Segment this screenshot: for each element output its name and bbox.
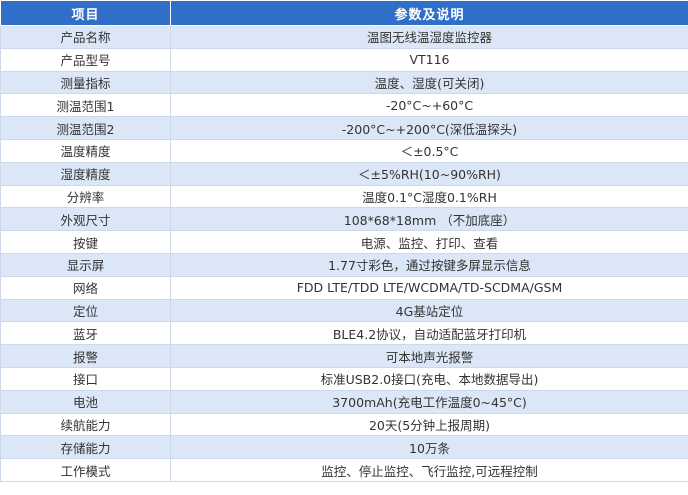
row-value: ＜±0.5°C <box>170 138 688 163</box>
row-value: ＜±5%RH(10~90%RH) <box>170 161 688 186</box>
table-row: 网络 FDD LTE/TDD LTE/WCDMA/TD-SCDMA/GSM <box>0 275 688 300</box>
row-label: 分辨率 <box>0 184 171 209</box>
table-row: 分辨率 温度0.1°C湿度0.1%RH <box>0 184 688 209</box>
table-row: 按键 电源、监控、打印、查看 <box>0 230 688 254</box>
row-label: 存储能力 <box>0 435 171 460</box>
row-value: 3700mAh(充电工作温度0~45°C) <box>170 389 688 414</box>
row-value: 可本地声光报警 <box>170 344 688 368</box>
row-value: 108*68*18mm （不加底座） <box>170 207 688 232</box>
row-label: 定位 <box>0 298 171 323</box>
row-value: 20天(5分钟上报周期) <box>170 412 688 437</box>
row-label: 显示屏 <box>0 252 171 277</box>
table-row: 接口 标准USB2.0接口(充电、本地数据导出) <box>0 366 688 391</box>
table-row: 温度精度 ＜±0.5°C <box>0 138 688 163</box>
row-value: 标准USB2.0接口(充电、本地数据导出) <box>170 366 688 391</box>
row-value: 4G基站定位 <box>170 298 688 323</box>
row-value: -20°C~+60°C <box>170 93 688 118</box>
row-label: 工作模式 <box>0 458 171 482</box>
table-header-row: 项目 参数及说明 <box>0 0 688 26</box>
row-value: 电源、监控、打印、查看 <box>170 230 688 254</box>
row-value: 温度0.1°C湿度0.1%RH <box>170 184 688 209</box>
row-value: -200°C~+200°C(深低温探头) <box>170 116 688 140</box>
table-row: 定位 4G基站定位 <box>0 298 688 323</box>
header-params: 参数及说明 <box>170 0 688 26</box>
table-row: 续航能力 20天(5分钟上报周期) <box>0 412 688 437</box>
row-label: 接口 <box>0 366 171 391</box>
table-row: 显示屏 1.77寸彩色，通过按键多屏显示信息 <box>0 252 688 277</box>
table-row: 湿度精度 ＜±5%RH(10~90%RH) <box>0 161 688 186</box>
row-label: 测温范围1 <box>0 93 171 118</box>
row-value: 温度、湿度(可关闭) <box>170 70 688 95</box>
table-row: 报警 可本地声光报警 <box>0 344 688 368</box>
table-row: 工作模式 监控、停止监控、飞行监控,可远程控制 <box>0 458 688 482</box>
row-label: 网络 <box>0 275 171 300</box>
row-label: 温度精度 <box>0 138 171 163</box>
row-label: 湿度精度 <box>0 161 171 186</box>
row-label: 蓝牙 <box>0 321 171 346</box>
row-label: 报警 <box>0 344 171 368</box>
table-row: 测量指标 温度、湿度(可关闭) <box>0 70 688 95</box>
table-row: 蓝牙 BLE4.2协议，自动适配蓝牙打印机 <box>0 321 688 346</box>
row-label: 续航能力 <box>0 412 171 437</box>
row-value: 10万条 <box>170 435 688 460</box>
table-row: 存储能力 10万条 <box>0 435 688 460</box>
row-label: 测温范围2 <box>0 116 171 140</box>
table-row: 外观尺寸 108*68*18mm （不加底座） <box>0 207 688 232</box>
row-label: 产品型号 <box>0 47 171 72</box>
row-label: 按键 <box>0 230 171 254</box>
row-label: 测量指标 <box>0 70 171 95</box>
row-value: BLE4.2协议，自动适配蓝牙打印机 <box>170 321 688 346</box>
table-row: 测温范围2 -200°C~+200°C(深低温探头) <box>0 116 688 140</box>
row-label: 电池 <box>0 389 171 414</box>
row-value: 温图无线温湿度监控器 <box>170 25 688 49</box>
row-value: VT116 <box>170 47 688 72</box>
row-value: FDD LTE/TDD LTE/WCDMA/TD-SCDMA/GSM <box>170 275 688 300</box>
table-row: 测温范围1 -20°C~+60°C <box>0 93 688 118</box>
row-value: 1.77寸彩色，通过按键多屏显示信息 <box>170 252 688 277</box>
table-row: 电池 3700mAh(充电工作温度0~45°C) <box>0 389 688 414</box>
row-label: 外观尺寸 <box>0 207 171 232</box>
header-item: 项目 <box>0 0 171 26</box>
row-label: 产品名称 <box>0 25 171 49</box>
row-value: 监控、停止监控、飞行监控,可远程控制 <box>170 458 688 482</box>
table-row: 产品型号 VT116 <box>0 47 688 72</box>
spec-table: 项目 参数及说明 产品名称 温图无线温湿度监控器 产品型号 VT116 测量指标 温度、湿… <box>0 0 688 482</box>
table-row: 产品名称 温图无线温湿度监控器 <box>0 25 688 49</box>
spec-table-body: 产品名称 温图无线温湿度监控器 产品型号 VT116 测量指标 温度、湿度(可关闭) 测温范… <box>0 25 688 482</box>
